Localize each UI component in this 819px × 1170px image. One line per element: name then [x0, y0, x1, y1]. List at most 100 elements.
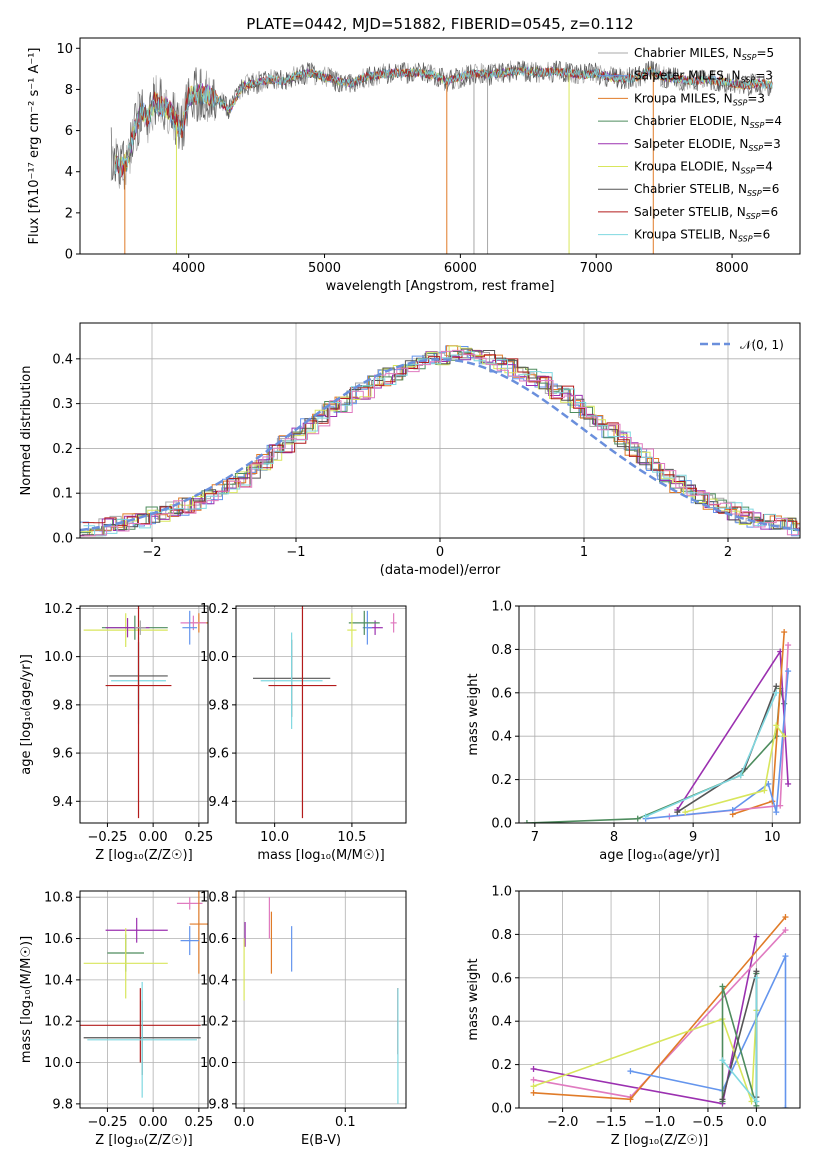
y-tick-label: 0.6	[491, 971, 512, 986]
x-tick-label: 8	[610, 830, 618, 845]
gaussian-curve	[80, 358, 800, 532]
weight-line	[676, 649, 789, 811]
legend-eq: =6	[760, 205, 778, 219]
legend-label: Salpeter MILES, NSSP=3	[634, 69, 773, 85]
x-tick-label: −0.5	[692, 1115, 724, 1130]
y-tick-label: 10.0	[200, 1056, 229, 1071]
x-axis-label: Z [log₁₀(Z/Z☉)]	[611, 1133, 708, 1148]
y-tick-label: 9.4	[208, 795, 229, 810]
panel-age_mass: 10.0 10.5 9.4 9.6 9.8 10.0 10.2 mass [log₁₀(M/M…	[200, 602, 407, 863]
y-axis-label: Flux [fλ10⁻¹⁷ erg cm⁻² s⁻¹ A⁻¹]	[27, 48, 42, 245]
y-tick-label: 4	[65, 165, 73, 180]
plot-area	[83, 606, 208, 819]
x-axis-label: (data-model)/error	[380, 563, 501, 578]
spectrum-line	[114, 66, 773, 177]
y-axis-label: mass weight	[466, 958, 481, 1040]
histogram-step	[80, 350, 800, 537]
x-tick-label: 0.0	[234, 1115, 255, 1130]
weight-line	[645, 671, 789, 820]
histogram-step	[80, 345, 800, 537]
legend-label: 𝒩(0, 1)	[740, 338, 784, 352]
x-tick-label: 0.00	[139, 830, 168, 845]
plot-frame	[79, 605, 209, 824]
panel-mass_Z: −0.25 0.00 0.25 9.8 10.0 10.2 10.4 10.6 10.8 Z [l…	[19, 890, 213, 1148]
y-tick-label: 1.0	[491, 600, 512, 615]
y-tick-label: 9.6	[208, 747, 229, 762]
y-axis-label: mass [log₁₀(M/M☉)]	[19, 936, 34, 1063]
legend-eq: =4	[764, 114, 782, 128]
plot-area	[80, 891, 208, 1098]
y-tick-label: 0.8	[491, 928, 512, 943]
weight-line	[533, 1010, 758, 1102]
legend-sub: SSP	[738, 235, 753, 244]
plot-area	[110, 60, 773, 254]
y-tick-label: 9.4	[52, 795, 73, 810]
panel-mass_ebv: 0.0 0.1 9.8 10.0 10.2 10.4 10.6 10.8 E(B-V)	[200, 890, 407, 1148]
x-tick-label: 9	[689, 830, 697, 845]
histogram-step	[80, 350, 800, 536]
x-tick-label: −1.0	[644, 1115, 676, 1130]
y-tick-label: 10.8	[200, 891, 229, 906]
legend-eq: =3	[755, 69, 773, 83]
x-tick-label: 0.00	[139, 1115, 168, 1130]
x-tick-label: −2.0	[547, 1115, 579, 1130]
legend-eq: =3	[747, 91, 765, 105]
panel-age_Z: −0.25 0.00 0.25 9.4 9.6 9.8 10.0 10.2 Z [log₁₀(Z…	[19, 602, 213, 863]
x-axis-label: Z [log₁₀(Z/Z☉)]	[95, 848, 192, 863]
y-tick-label: 0.3	[52, 397, 73, 412]
histogram-step	[84, 349, 800, 537]
y-tick-label: 10.4	[44, 973, 73, 988]
y-tick-label: 0.1	[52, 487, 73, 502]
x-axis-label: mass [log₁₀(M/M☉)]	[257, 848, 384, 863]
y-axis-label: mass weight	[466, 673, 481, 755]
weight-line	[630, 955, 787, 1108]
y-tick-label: 10.2	[44, 1015, 73, 1030]
y-tick-label: 10.0	[44, 650, 73, 665]
plot-area	[523, 629, 792, 823]
x-axis-label: age [log₁₀(age/yr)]	[599, 848, 720, 863]
y-tick-label: 9.8	[52, 1097, 73, 1112]
y-tick-label: 10	[56, 42, 73, 57]
legend-label: Chabrier STELIB, NSSP=6	[634, 182, 779, 198]
histogram-step	[80, 345, 800, 537]
histogram-step	[83, 351, 800, 537]
x-tick-label: −0.25	[88, 830, 128, 845]
legend-sub: SSP	[741, 167, 756, 176]
y-tick-label: 10.8	[44, 891, 73, 906]
x-tick-label: 10.0	[260, 830, 289, 845]
y-tick-label: 0.4	[52, 352, 73, 367]
x-tick-label: 7	[531, 830, 539, 845]
y-tick-label: 0.0	[491, 817, 512, 832]
x-tick-label: 8000	[716, 261, 749, 276]
legend-label: Chabrier ELODIE, NSSP=4	[634, 114, 782, 130]
y-tick-label: 10.0	[44, 1056, 73, 1071]
x-tick-label: −1	[286, 545, 305, 560]
y-tick-label: 10.0	[200, 650, 229, 665]
legend-label: Chabrier MILES, NSSP=5	[634, 46, 774, 62]
plot-frame	[235, 890, 407, 1109]
y-tick-label: 9.8	[208, 698, 229, 713]
y-tick-label: 1.0	[491, 885, 512, 900]
y-tick-label: 10.4	[200, 973, 229, 988]
y-tick-label: 8	[65, 83, 73, 98]
legend-label: Salpeter ELODIE, NSSP=3	[634, 137, 781, 153]
x-tick-label: 0	[436, 545, 444, 560]
legend-eq: =6	[762, 182, 780, 196]
x-tick-label: 0.1	[335, 1115, 356, 1130]
panel-residuals: 𝒩(0, 1) −2 −1 0 1 2 0.0 0.1 0.2 0.3 0.4 (data-model…	[19, 322, 801, 578]
plot-frame	[79, 37, 801, 255]
y-tick-label: 9.8	[52, 698, 73, 713]
plot-area	[530, 914, 789, 1108]
legend-eq: =6	[753, 228, 771, 242]
x-tick-label: 0.0	[746, 1115, 767, 1130]
y-tick-label: 0.0	[52, 532, 73, 547]
y-tick-label: 0.2	[52, 442, 73, 457]
legend-eq: =3	[763, 137, 781, 151]
y-axis-label: Normed distribution	[19, 366, 34, 496]
weight-line	[526, 688, 785, 823]
legend-label: Salpeter STELIB, NSSP=6	[634, 205, 778, 221]
y-tick-label: 0.2	[491, 773, 512, 788]
x-axis-label: wavelength [Angstrom, rest frame]	[326, 279, 555, 294]
x-tick-label: 4000	[172, 261, 205, 276]
